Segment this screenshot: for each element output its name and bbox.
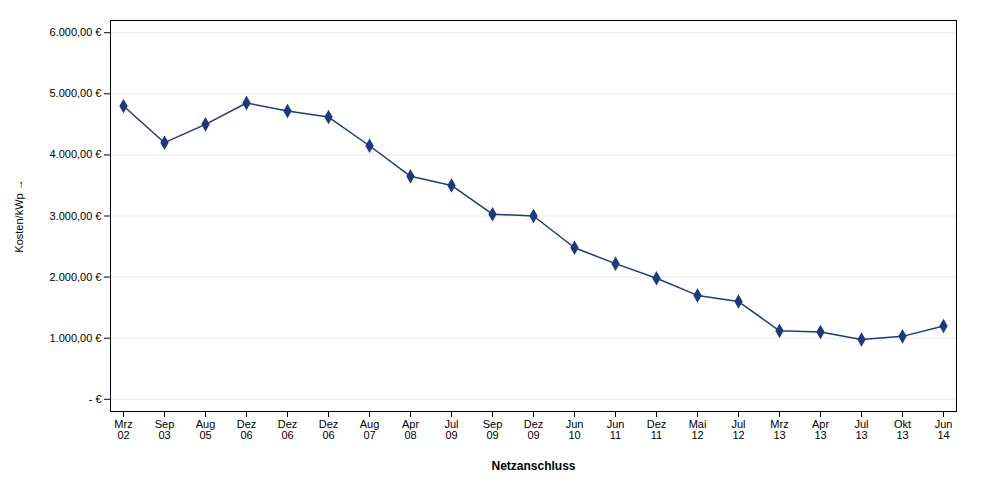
- svg-text:Jul13: Jul13: [854, 418, 868, 441]
- svg-text:Dez06: Dez06: [278, 418, 298, 441]
- svg-text:2.000,00 €: 2.000,00 €: [50, 271, 102, 283]
- svg-text:Jul12: Jul12: [731, 418, 745, 441]
- svg-text:Dez06: Dez06: [319, 418, 339, 441]
- svg-text:4.000,00 €: 4.000,00 €: [50, 148, 102, 160]
- svg-text:Dez11: Dez11: [647, 418, 667, 441]
- svg-text:Jun11: Jun11: [607, 418, 625, 441]
- svg-text:Okt13: Okt13: [894, 418, 911, 441]
- svg-text:Netzanschluss: Netzanschluss: [491, 459, 575, 473]
- svg-text:3.000,00 €: 3.000,00 €: [50, 210, 102, 222]
- svg-text:Jun10: Jun10: [566, 418, 584, 441]
- svg-text:Aug07: Aug07: [360, 418, 380, 441]
- svg-text:Apr13: Apr13: [812, 418, 829, 441]
- svg-text:Sep03: Sep03: [155, 418, 175, 441]
- svg-text:5.000,00 €: 5.000,00 €: [50, 87, 102, 99]
- svg-text:Mrz02: Mrz02: [114, 418, 132, 441]
- svg-text:Jun14: Jun14: [935, 418, 953, 441]
- svg-text:Jul09: Jul09: [444, 418, 458, 441]
- svg-text:Mrz13: Mrz13: [770, 418, 788, 441]
- svg-text:- €: - €: [89, 393, 102, 405]
- svg-text:Kosten/kWp →: Kosten/kWp →: [13, 179, 25, 252]
- svg-text:Dez09: Dez09: [524, 418, 544, 441]
- svg-text:Apr08: Apr08: [402, 418, 419, 441]
- svg-text:Aug05: Aug05: [196, 418, 216, 441]
- svg-text:1.000,00 €: 1.000,00 €: [50, 332, 102, 344]
- svg-text:Sep09: Sep09: [483, 418, 503, 441]
- svg-text:Mai12: Mai12: [689, 418, 707, 441]
- svg-text:6.000,00 €: 6.000,00 €: [50, 26, 102, 38]
- svg-text:Dez06: Dez06: [237, 418, 257, 441]
